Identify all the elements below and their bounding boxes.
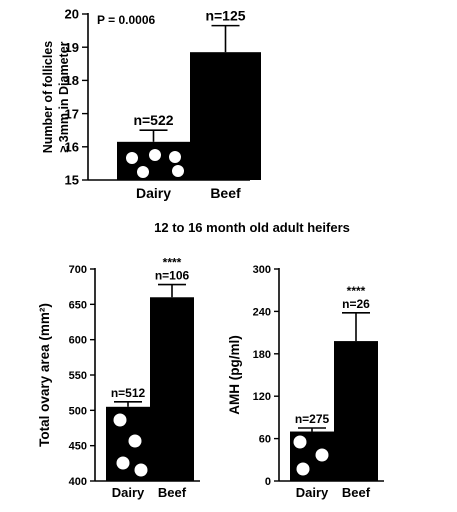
y-tick-label: 0	[265, 476, 271, 488]
y-tick-label: 120	[253, 391, 271, 403]
y-tick-label: 15	[65, 173, 79, 188]
n-label: n=522	[133, 112, 173, 128]
bar-beef	[334, 341, 378, 481]
category-label: Dairy	[112, 485, 145, 500]
bar-dot-marker	[172, 165, 184, 177]
category-label: Beef	[342, 485, 371, 500]
bar-dot-marker	[169, 151, 181, 163]
n-label: n=26	[342, 297, 370, 311]
bar-dot-marker	[296, 462, 310, 476]
bar-dot-marker	[293, 435, 307, 449]
bar-beef	[190, 52, 261, 180]
significance-stars: ****	[163, 256, 182, 270]
y-axis-label: Total ovary area (mm²)	[37, 303, 52, 447]
n-label: n=275	[295, 412, 330, 426]
significance-stars: ****	[347, 284, 366, 298]
y-tick-label: 20	[65, 7, 79, 22]
bar-dot-marker	[128, 434, 142, 448]
figure-heading: 12 to 16 month old adult heifers	[154, 220, 350, 235]
y-tick-label: 700	[69, 264, 87, 276]
category-label: Dairy	[296, 485, 329, 500]
bar-beef	[150, 297, 194, 481]
y-tick-label: 600	[69, 335, 87, 347]
category-label: Beef	[158, 485, 187, 500]
y-tick-label: 16	[65, 139, 79, 154]
category-label: Dairy	[136, 185, 171, 201]
y-tick-label: 500	[69, 405, 87, 417]
y-tick-label: 60	[259, 434, 271, 446]
y-tick-label: 650	[69, 299, 87, 311]
y-tick-label: 550	[69, 370, 87, 382]
y-tick-label: 17	[65, 106, 79, 121]
y-tick-label: 400	[69, 476, 87, 488]
n-label: n=125	[205, 8, 245, 24]
amh-chart: n=275 Dairy n=26**** Beef 0 60 120 180 240 300 AMH…	[227, 264, 384, 500]
p-value-annotation: P = 0.0006	[97, 13, 155, 27]
n-label: n=106	[155, 269, 190, 283]
bar-dot-marker	[126, 152, 138, 164]
bar-dot-marker	[113, 413, 127, 427]
y-tick-label: 300	[253, 264, 271, 276]
ovary-area-chart: n=512 Dairy n=106**** Beef 400 450 500 550 600 65…	[37, 256, 200, 500]
y-axis-label: Number of follicles	[41, 41, 55, 154]
y-tick-label: 240	[253, 306, 271, 318]
bar-dot-marker	[315, 448, 329, 462]
bar-dot-marker	[137, 166, 149, 178]
bar-dot-marker	[149, 149, 161, 161]
follicle-count-chart: n=522 Dairy n=125 Beef 15 16 17 18 19 20 Number of…	[41, 7, 261, 201]
y-tick-label: 180	[253, 349, 271, 361]
bar-dot-marker	[116, 456, 130, 470]
n-label: n=512	[111, 386, 146, 400]
y-axis-label: AMH (pg/ml)	[227, 335, 242, 414]
y-tick-label: 18	[65, 73, 79, 88]
y-tick-label: 19	[65, 40, 79, 55]
y-tick-label: 450	[69, 441, 87, 453]
category-label: Beef	[210, 185, 241, 201]
y-axis-label: ≥ 3mm in Diameter	[57, 41, 71, 152]
bar-dot-marker	[134, 463, 148, 477]
